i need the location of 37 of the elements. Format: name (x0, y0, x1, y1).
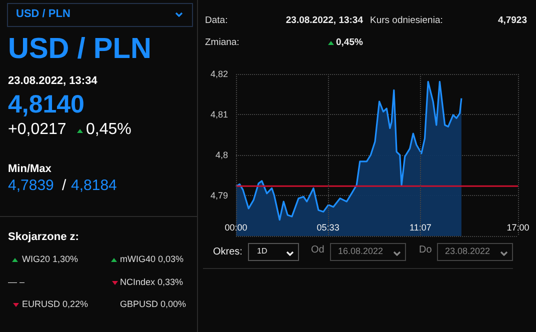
text: Do (419, 244, 432, 256)
text: 4,8140 (8, 90, 84, 119)
text: 23.08.2022, 13:34 (8, 74, 98, 88)
text: NCIndex 0,33% (120, 277, 184, 288)
text: Data: (205, 14, 228, 26)
x-tick-label: 11:07 (409, 222, 432, 232)
text: Kurs odniesienia: (370, 14, 443, 26)
text: Zmiana: (205, 36, 240, 48)
x-tick-label: 17:00 (506, 222, 530, 232)
y-tick-label: 4,81 (210, 110, 228, 120)
text: 0,45% (86, 121, 132, 139)
text: Min/Max (8, 162, 52, 176)
x-tick-label: 05:33 (316, 222, 340, 232)
text: 23.08.2022 (445, 246, 490, 257)
y-tick-label: 4,8 (215, 150, 228, 160)
text: USD / PLN (16, 8, 70, 20)
y-tick-label: 4,82 (210, 69, 228, 79)
text: EURUSD 0,22% (22, 299, 88, 310)
text: mWIG40 0,03% (120, 254, 184, 265)
text: 4,7923 (498, 14, 527, 26)
text: +0,0217 (8, 121, 66, 139)
x-tick-label: 00:00 (224, 222, 248, 232)
text: USD / PLN (8, 33, 152, 66)
text: Okres: (213, 246, 242, 258)
text: WIG20 1,30% (22, 254, 78, 265)
text: 1D (257, 246, 268, 256)
text: 4,8184 (71, 176, 117, 194)
text: 4,7839 (8, 176, 54, 194)
text: Skojarzone z: (8, 230, 79, 244)
text: 23.08.2022, 13:34 (286, 14, 363, 26)
text: / (62, 176, 66, 194)
y-tick-label: 4,79 (210, 190, 228, 200)
text: GBPUSD 0,00% (120, 299, 186, 310)
text: — – (8, 277, 25, 288)
text: 0,45% (336, 36, 363, 48)
text: 16.08.2022 (338, 246, 384, 257)
text: Od (311, 244, 324, 256)
